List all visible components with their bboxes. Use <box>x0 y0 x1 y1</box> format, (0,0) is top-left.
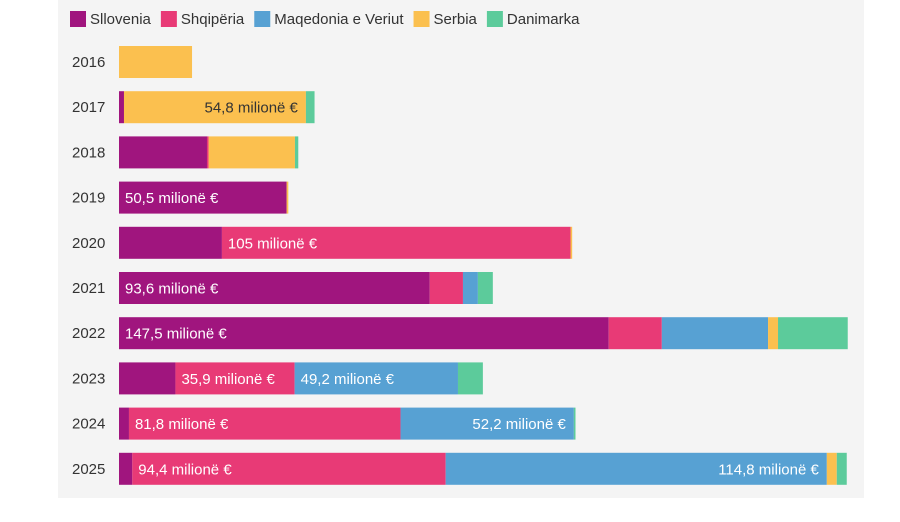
bar-segment-sllovenia-2023 <box>119 362 176 395</box>
bar-segment-sllovenia-2022 <box>119 317 609 350</box>
year-label: 2022 <box>72 325 105 342</box>
year-label: 2023 <box>72 370 105 387</box>
bar-segment-maqedonia-e-veriut-2024 <box>400 407 574 440</box>
data-label: 105 milionë € <box>228 235 318 252</box>
legend-label-danimarka: Danimarka <box>507 11 580 28</box>
year-label: 2017 <box>72 99 105 116</box>
bar-segment-danimarka-2025 <box>836 452 847 485</box>
bar-segment-maqedonia-e-veriut-2021 <box>462 272 478 304</box>
bar-segment-danimarka-2023 <box>457 362 483 395</box>
data-label: 54,8 milionë € <box>205 100 299 117</box>
year-label: 2018 <box>72 144 105 161</box>
bar-segment-danimarka-2022 <box>778 317 848 350</box>
bar-segment-shqip-ria-2021 <box>429 272 463 304</box>
chart-legend: Sllovenia Shqipëria Maqedonia e Veriut Serb… <box>70 11 580 28</box>
data-label: 50,5 milionë € <box>125 190 219 207</box>
legend-label-serbia: Serbia <box>434 11 478 28</box>
bar-segment-sllovenia-2024 <box>119 407 129 440</box>
legend-swatch-danimarka <box>486 11 503 27</box>
bar-segment-sllovenia-2019 <box>119 181 287 214</box>
data-label: 114,8 milionë € <box>718 461 819 478</box>
data-label: 52,2 milionë € <box>472 416 566 433</box>
data-label: 81,8 milionë € <box>135 416 229 433</box>
bar-segment-shqip-ria-2023 <box>175 362 295 395</box>
year-label: 2021 <box>72 280 105 297</box>
data-labels: 54,8 milionë € 50,5 milionë € 105 milionë … <box>125 100 819 479</box>
bar-segment-shqip-ria-2020 <box>221 226 571 259</box>
bar-segment-danimarka-2018 <box>294 136 299 169</box>
bars <box>119 46 848 485</box>
bar-segment-shqip-ria-2018 <box>206 136 209 169</box>
year-label: 2025 <box>72 461 105 478</box>
bar-segment-serbia-2020 <box>570 226 573 259</box>
data-label: 94,4 milionë € <box>138 461 232 478</box>
bar-segment-maqedonia-e-veriut-2022 <box>661 317 769 350</box>
legend-label-shqip-ria: Shqipëria <box>181 11 245 28</box>
bar-segment-maqedonia-e-veriut-2025 <box>445 452 827 485</box>
bar-segment-sllovenia-2025 <box>119 452 133 485</box>
bar-segment-serbia-2022 <box>768 317 779 350</box>
year-label: 2016 <box>72 54 105 71</box>
legend-label-sllovenia: Sllovenia <box>90 11 152 28</box>
data-label: 147,5 milionë € <box>125 326 227 343</box>
legend-swatch-maqedonia-e-veriut <box>254 11 271 27</box>
bar-segment-sllovenia-2020 <box>119 226 222 259</box>
year-label: 2024 <box>72 416 105 433</box>
bar-segment-danimarka-2017 <box>305 91 315 124</box>
year-label: 2019 <box>72 190 105 207</box>
bar-segment-danimarka-2024 <box>573 407 576 440</box>
bar-segment-danimarka-2021 <box>477 272 493 304</box>
bar-segment-serbia-2025 <box>826 452 837 485</box>
bar-segment-serbia-2018 <box>208 136 295 169</box>
legend-swatch-sllovenia <box>70 11 86 27</box>
bar-segment-shqip-ria-2025 <box>132 452 446 485</box>
bar-segment-serbia-2019 <box>286 181 289 214</box>
legend-swatch-shqip-ria <box>160 11 177 27</box>
bar-segment-shqip-ria-2022 <box>608 317 662 350</box>
bar-segment-serbia-2016 <box>119 46 193 78</box>
data-label: 35,9 milionë € <box>181 371 275 388</box>
bar-segment-sllovenia-2018 <box>119 136 207 169</box>
bar-segment-maqedonia-e-veriut-2023 <box>294 362 458 395</box>
bar-segment-serbia-2017 <box>123 91 306 124</box>
bar-segment-shqip-ria-2024 <box>128 407 401 440</box>
legend-label-maqedonia-e-veriut: Maqedonia e Veriut <box>274 11 404 28</box>
year-label: 2020 <box>72 235 105 252</box>
bar-segment-sllovenia-2017 <box>119 91 124 124</box>
bar-segment-sllovenia-2021 <box>119 272 430 304</box>
data-label: 49,2 milionë € <box>301 371 395 388</box>
data-label: 93,6 milionë € <box>125 281 219 298</box>
legend-swatch-serbia <box>413 11 430 27</box>
